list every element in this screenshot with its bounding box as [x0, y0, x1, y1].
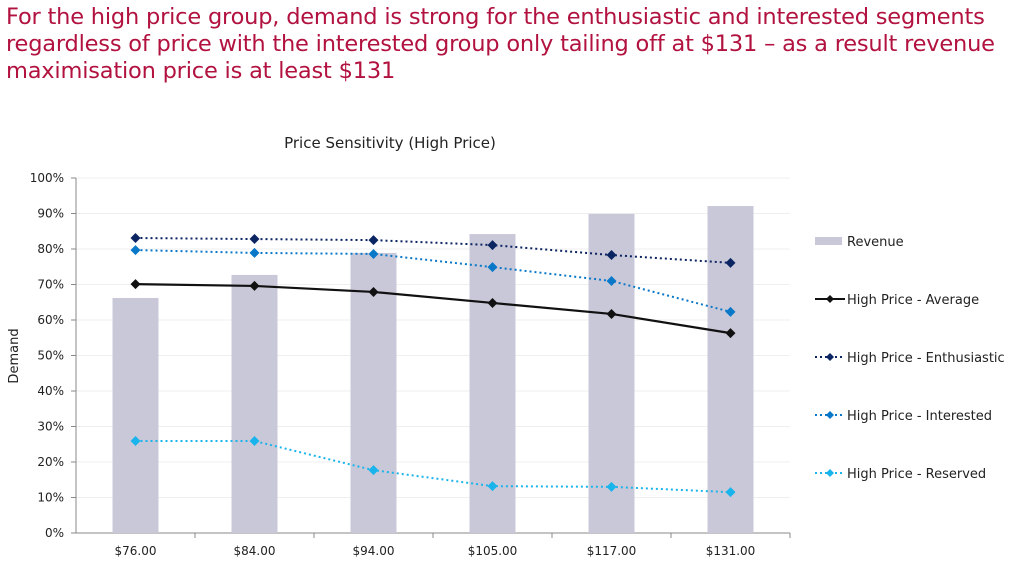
series-line-2: [135, 249, 731, 313]
data-point-marker: [130, 279, 141, 290]
revenue-bar: [231, 274, 278, 533]
data-point-marker: [606, 481, 617, 492]
data-point-marker: [487, 262, 498, 273]
series-line-1: [135, 236, 731, 264]
data-point-marker: [606, 250, 617, 261]
legend-label-revenue: Revenue: [847, 235, 904, 250]
legend-label: High Price - Reserved: [847, 467, 986, 482]
slide-headline: For the high price group, demand is stro…: [6, 4, 995, 84]
data-point-marker: [368, 248, 379, 259]
y-tick-label: 70%: [37, 278, 64, 292]
x-tick-label: $117.00: [587, 544, 637, 558]
revenue-bar: [707, 206, 754, 534]
x-tick-label: $84.00: [234, 544, 276, 558]
legend-marker: [826, 469, 834, 477]
legend-label: High Price - Average: [847, 293, 979, 308]
legend-swatch-revenue: [815, 237, 842, 245]
data-point-marker: [725, 257, 736, 268]
y-tick-label: 10%: [37, 491, 64, 505]
data-point-marker: [249, 247, 260, 258]
y-tick-label: 50%: [37, 349, 64, 363]
y-tick-label: 0%: [45, 526, 64, 540]
revenue-bar: [112, 297, 159, 533]
x-tick-label: $131.00: [706, 544, 756, 558]
legend-marker: [826, 353, 834, 361]
data-point-marker: [130, 245, 141, 256]
x-tick-label: $94.00: [353, 544, 395, 558]
data-point-marker: [130, 436, 141, 447]
y-tick-label: 90%: [37, 207, 64, 221]
x-tick-label: $105.00: [468, 544, 518, 558]
data-point-marker: [606, 275, 617, 286]
data-point-marker: [725, 487, 736, 498]
y-tick-label: 30%: [37, 420, 64, 434]
y-axis-label: Demand: [7, 328, 22, 383]
y-tick-label: 40%: [37, 384, 64, 398]
revenue-bar: [588, 213, 635, 534]
data-point-marker: [368, 235, 379, 246]
data-point-marker: [368, 465, 379, 476]
data-point-marker: [487, 481, 498, 492]
chart-title: Price Sensitivity (High Price): [284, 134, 496, 152]
series-line-3: [135, 440, 731, 494]
data-point-marker: [249, 436, 260, 447]
data-point-marker: [368, 286, 379, 297]
series-line-0: [135, 283, 731, 335]
legend-label: High Price - Enthusiastic: [847, 351, 1005, 366]
data-point-marker: [487, 240, 498, 251]
data-point-marker: [725, 306, 736, 317]
data-point-marker: [606, 308, 617, 319]
legend-marker: [826, 411, 834, 419]
y-tick-label: 100%: [30, 171, 64, 185]
legend-label: High Price - Interested: [847, 409, 992, 424]
data-point-marker: [249, 280, 260, 291]
y-tick-label: 20%: [37, 455, 64, 469]
y-tick-label: 60%: [37, 313, 64, 327]
x-tick-label: $76.00: [115, 544, 157, 558]
y-tick-label: 80%: [37, 242, 64, 256]
data-point-marker: [487, 297, 498, 308]
data-point-marker: [130, 232, 141, 243]
data-point-marker: [249, 234, 260, 245]
legend-marker: [826, 295, 834, 303]
revenue-bar: [350, 252, 397, 533]
data-point-marker: [725, 328, 736, 339]
